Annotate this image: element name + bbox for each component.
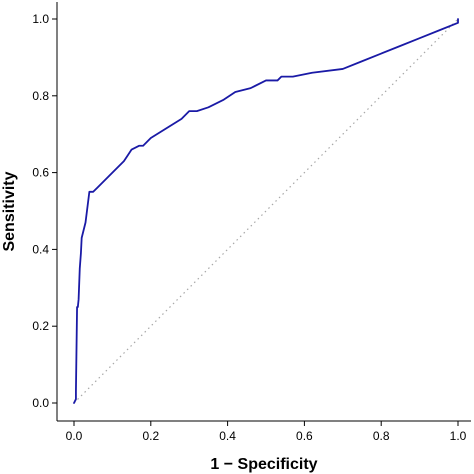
x-tick-label: 0.2 — [142, 429, 159, 443]
x-axis-title: 1 − Specificity — [210, 456, 317, 473]
x-tick-label: 1.0 — [450, 429, 467, 443]
x-tick-label: 0.6 — [296, 429, 313, 443]
x-tick-label: 0.8 — [373, 429, 390, 443]
y-tick-label: 0.2 — [32, 319, 49, 333]
x-tick-label: 0.0 — [66, 429, 83, 443]
y-tick-label: 1.0 — [32, 12, 49, 26]
roc-curve-line — [73, 18, 459, 404]
y-tick-label: 0.0 — [32, 396, 49, 410]
y-tick-label: 0.8 — [32, 89, 49, 103]
y-tick-label: 0.4 — [32, 242, 49, 256]
y-axis-title: Sensitivity — [1, 171, 18, 251]
reference-line-layer — [73, 18, 459, 404]
reference-diagonal-line — [73, 18, 459, 404]
y-tick-label: 0.6 — [32, 166, 49, 180]
ticks-layer: 0.0 0.2 0.4 0.6 0.8 1.0 0.0 0.2 0.4 0.6 0.8 1.0 — [32, 12, 466, 443]
x-tick-label: 0.4 — [219, 429, 236, 443]
curve-layer — [73, 18, 459, 404]
axes-layer — [56, 2, 471, 422]
